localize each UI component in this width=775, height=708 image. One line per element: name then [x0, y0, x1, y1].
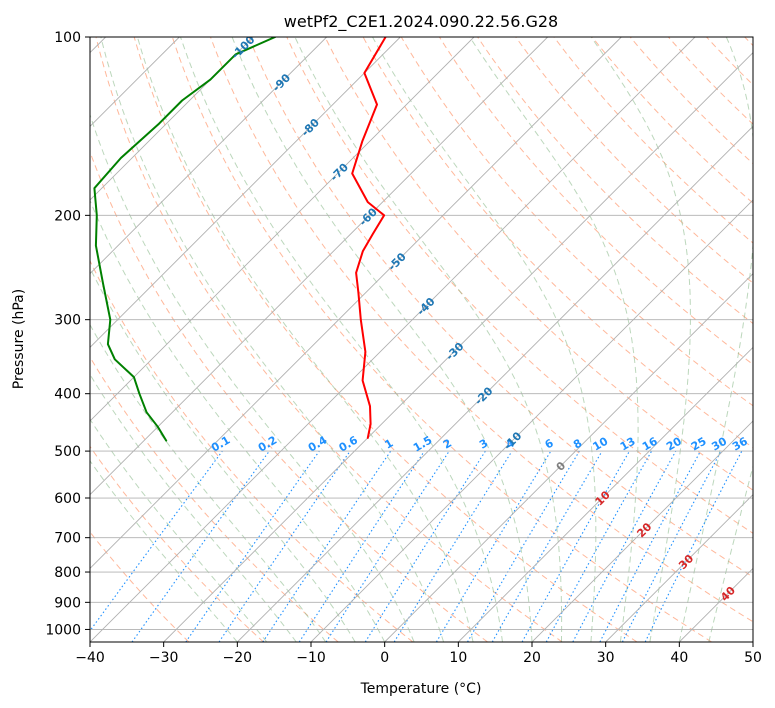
dewpoint-profile-line — [93, 37, 277, 442]
mixing-ratio-line — [491, 450, 603, 642]
y-axis-ticks: 100 200 300 400 500 600 700 800 900 1000 — [45, 30, 90, 638]
moist-adiabat-line — [100, 37, 445, 642]
moist-adiabat-line — [708, 464, 753, 642]
mixing-ratio-line — [393, 450, 513, 642]
y-axis-label: Pressure (hPa) — [11, 289, 27, 389]
moist-adiabat-line — [90, 460, 238, 642]
y-tick-label: 800 — [54, 565, 81, 581]
chart-title: wetPf2_C2E1.2024.090.22.56.G28 — [284, 12, 558, 32]
isotherm-line — [90, 37, 401, 348]
isotherm-line — [237, 125, 753, 642]
mixing-ratio-line — [435, 450, 552, 642]
mixing-ratio-line — [467, 450, 580, 642]
mixing-ratio-line — [572, 450, 677, 642]
isotherm-line — [90, 37, 327, 275]
x-axis-label: Temperature (°C) — [360, 681, 482, 697]
moist-adiabat-line — [90, 373, 297, 642]
y-tick-label: 900 — [54, 595, 81, 611]
plot-area: 0.1 0.2 0.4 0.6 1 1.5 2 3 4 6 8 10 13 16 20 25 30 36-100-… — [90, 37, 753, 642]
dry-adiabat-line — [90, 259, 414, 642]
moist-adiabat-line — [678, 37, 753, 642]
x-tick-label: 30 — [597, 650, 615, 666]
moist-adiabat-line — [231, 37, 533, 642]
x-tick-label: −30 — [149, 650, 179, 666]
y-tick-label: 1000 — [45, 622, 81, 638]
y-tick-label: 500 — [54, 444, 81, 460]
x-tick-label: −10 — [296, 650, 326, 666]
mixing-ratio-line — [131, 450, 270, 642]
profile-series — [93, 37, 387, 442]
x-tick-label: 0 — [380, 650, 389, 666]
moist-adiabat-line — [180, 37, 503, 642]
moist-adiabat-line — [90, 323, 327, 642]
x-tick-label: 50 — [744, 650, 762, 666]
isotherm-line — [310, 199, 753, 642]
dry-adiabat-line — [324, 37, 753, 491]
plot-frame — [89, 36, 754, 643]
y-tick-label: 200 — [54, 208, 81, 224]
moist-adiabat-line — [469, 37, 639, 642]
mixing-ratio-line — [364, 450, 486, 642]
isotherm-line — [90, 37, 622, 569]
dry-adiabat-line — [90, 445, 264, 642]
y-tick-label: 100 — [54, 30, 81, 46]
dry-adiabat-line — [477, 37, 753, 325]
isotherm-line — [531, 420, 753, 642]
dry-adiabat-line — [629, 37, 753, 165]
temperature-profile-line — [351, 37, 387, 439]
y-tick-label: 300 — [54, 313, 81, 329]
x-tick-label: 20 — [523, 650, 541, 666]
mixing-ratio-line — [218, 450, 351, 642]
y-tick-label: 600 — [54, 491, 81, 507]
dry-adiabat-line — [515, 37, 753, 284]
moist-adiabat-line — [372, 37, 597, 642]
isotherm-line — [163, 52, 753, 642]
isotherms — [90, 37, 753, 642]
mixing-ratio-line — [325, 450, 450, 642]
moist-adiabat-line — [136, 37, 474, 642]
y-tick-label: 700 — [54, 531, 81, 547]
dry-adiabat-line — [171, 37, 712, 642]
isotherm-line — [90, 37, 548, 496]
isotherm-line — [90, 37, 254, 201]
isotherm-line — [90, 37, 475, 422]
isotherm-line — [605, 494, 753, 642]
isotherm-line — [90, 37, 696, 642]
dry-adiabat-line — [400, 37, 753, 407]
dry-adiabat-line — [133, 37, 638, 642]
dry-adiabat-line — [248, 37, 753, 578]
mixing-ratio-line — [90, 450, 223, 632]
moist-adiabat-line — [590, 37, 691, 642]
moist-adiabat-line — [294, 37, 563, 642]
moist-adiabat-line — [90, 113, 415, 642]
dry-adiabat-line — [591, 37, 753, 204]
mixing-ratio-line — [521, 450, 630, 642]
moist-adiabats — [90, 37, 753, 642]
y-tick-label: 400 — [54, 387, 81, 403]
x-tick-label: −40 — [75, 650, 105, 666]
moist-adiabat-line — [90, 199, 386, 642]
pressure-gridlines — [90, 37, 753, 630]
mixing-ratio-line — [185, 450, 320, 642]
isotherm-line — [384, 273, 753, 642]
dry-adiabat-line — [95, 37, 563, 642]
x-axis-ticks: −40 −30 −20 −10 0 10 20 30 40 50 — [75, 642, 762, 666]
x-tick-label: 10 — [449, 650, 467, 666]
moist-adiabat-line — [90, 266, 356, 642]
x-tick-label: −20 — [223, 650, 253, 666]
isotherm-line — [458, 346, 753, 642]
x-tick-label: 40 — [670, 650, 688, 666]
